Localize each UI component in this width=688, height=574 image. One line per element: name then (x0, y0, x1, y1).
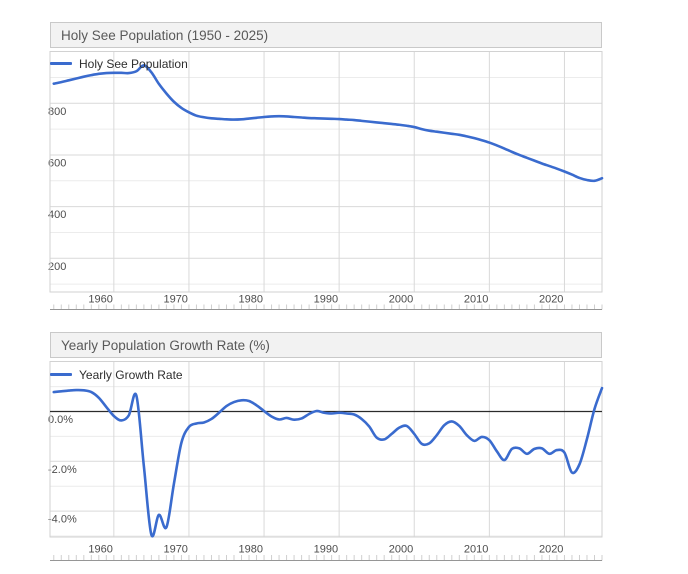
population-chart-title: Holy See Population (1950 - 2025) (61, 27, 269, 43)
y-axis-label: 400 (48, 209, 66, 221)
x-axis-label: 1970 (163, 544, 187, 556)
x-axis-label: 2000 (389, 544, 413, 556)
y-axis-label: 200 (48, 261, 66, 273)
gridlines-minor (50, 76, 602, 285)
x-axis-label: 2020 (539, 294, 563, 306)
x-axis-label: 2010 (464, 294, 488, 306)
x-axis-label: 2020 (539, 544, 563, 556)
gridlines-vertical (113, 51, 565, 292)
y-axis-label: 600 (48, 157, 66, 169)
population-chart-legend[interactable]: Holy See Population (50, 56, 188, 71)
growth-chart-title-bar: Yearly Population Growth Rate (%) (50, 332, 602, 358)
growth-chart-title: Yearly Population Growth Rate (%) (61, 337, 270, 353)
growth-series-line (52, 386, 604, 538)
plot-area[interactable] (49, 361, 603, 538)
y-axis-label: 0.0% (48, 414, 73, 426)
year-tick-strip (50, 555, 603, 561)
x-axis-label: 2010 (464, 544, 488, 556)
x-axis-label: 1980 (239, 294, 263, 306)
x-axis-label: 1990 (314, 294, 338, 306)
x-axis-label: 1960 (88, 544, 112, 556)
gridlines-major (50, 460, 602, 512)
x-axis-label: 2000 (389, 294, 413, 306)
legend-line-swatch (50, 62, 72, 65)
growth-chart-legend[interactable]: Yearly Growth Rate (50, 367, 183, 382)
year-tick-strip (50, 304, 603, 310)
population-series-line (52, 64, 604, 183)
gridlines-vertical (113, 361, 565, 537)
population-chart-plot: 200 400 600 800 1960 1970 1980 1990 2000 2010 2020 (48, 51, 604, 310)
x-axis-label: 1960 (88, 294, 112, 306)
plot-area[interactable] (49, 51, 603, 293)
x-axis-label: 1990 (314, 544, 338, 556)
y-axis-label: 800 (48, 106, 66, 118)
legend-line-swatch (50, 373, 72, 376)
legend-label: Holy See Population (79, 56, 188, 71)
growth-chart-plot: 0.0% -2.0% -4.0% 1960 1970 1980 1990 2000 2010 20… (48, 361, 604, 561)
legend-label: Yearly Growth Rate (79, 367, 183, 382)
x-axis-label: 1980 (239, 544, 263, 556)
y-axis-label: -2.0% (48, 464, 77, 476)
x-axis-label: 1970 (163, 294, 187, 306)
y-axis-label: -4.0% (48, 514, 77, 526)
gridlines-major (50, 102, 602, 259)
population-chart-title-bar: Holy See Population (1950 - 2025) (50, 22, 602, 48)
